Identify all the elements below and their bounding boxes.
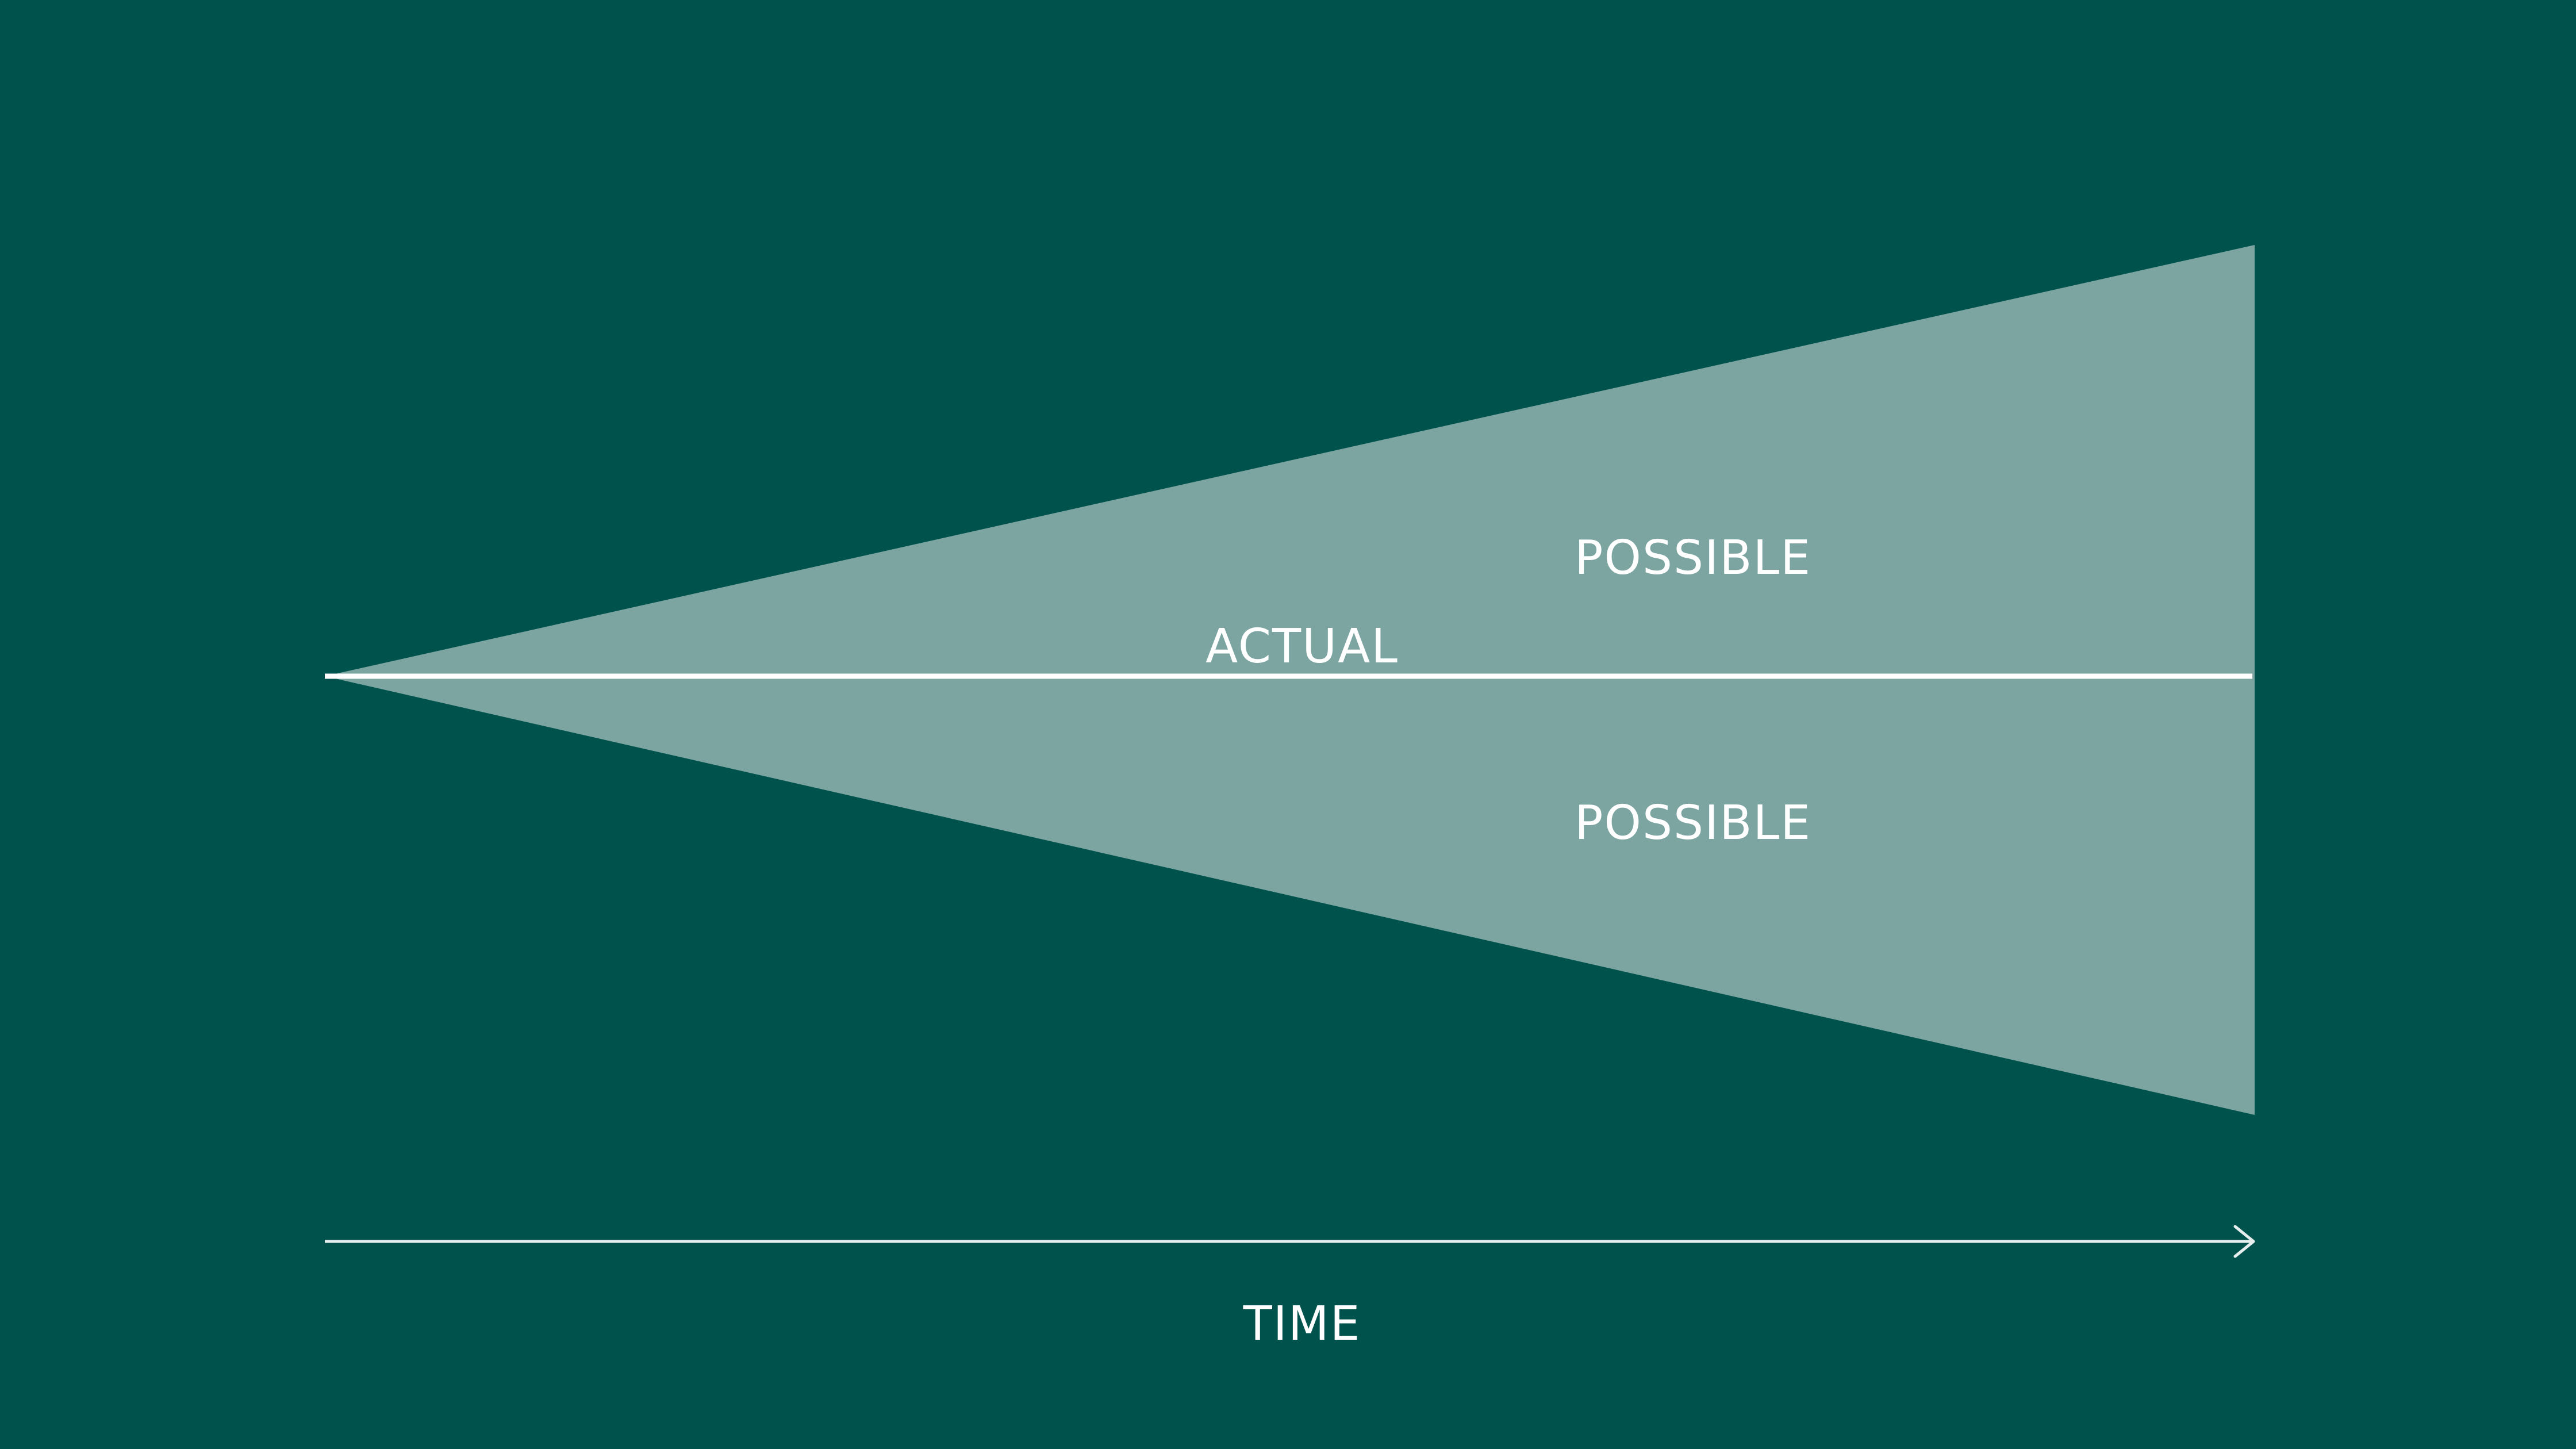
possible-upper-label: POSSIBLE bbox=[1575, 531, 1811, 585]
possible-lower-label: POSSIBLE bbox=[1575, 796, 1811, 850]
arrow-head-icon bbox=[2233, 1225, 2255, 1258]
time-axis bbox=[325, 1225, 2255, 1258]
time-axis-label: TIME bbox=[1243, 1297, 1361, 1351]
possible-cone bbox=[325, 245, 2255, 1115]
actual-label: ACTUAL bbox=[1206, 619, 1399, 674]
